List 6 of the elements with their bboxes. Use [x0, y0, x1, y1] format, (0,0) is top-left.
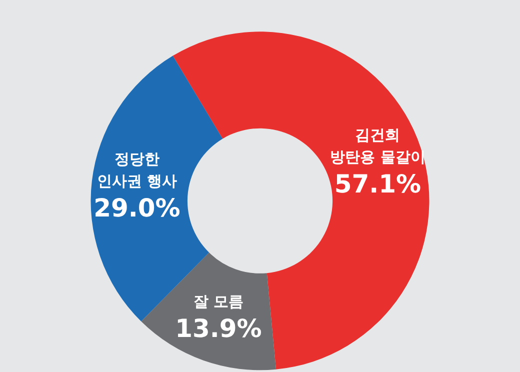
- slice-label: 김건희 방탄용 물갈이: [330, 126, 426, 166]
- data-label: 29.0%: [94, 194, 180, 223]
- slice-label: 정당한 인사권 행사: [96, 150, 178, 190]
- data-label: 13.9%: [175, 314, 262, 344]
- data-label: 57.1%: [334, 170, 422, 199]
- slice-label: 잘 모름: [193, 292, 244, 311]
